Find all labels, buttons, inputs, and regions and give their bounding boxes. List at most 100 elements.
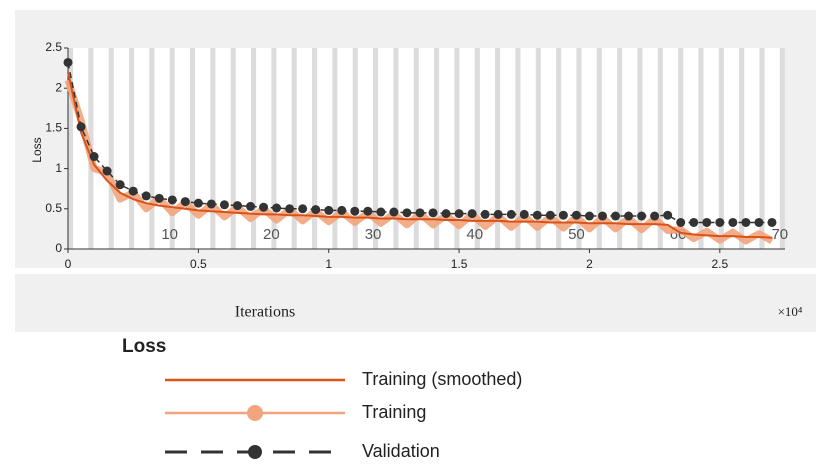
stripe	[68, 48, 74, 249]
x-tick-label: 0	[65, 257, 72, 271]
validation-point	[650, 211, 660, 221]
stripe	[149, 48, 155, 249]
epoch-stripes	[68, 48, 785, 249]
x-tick-label: 2	[586, 257, 593, 271]
validation-point	[206, 199, 216, 209]
validation-point	[741, 217, 751, 227]
epoch-label: 10	[161, 226, 178, 243]
validation-point	[350, 206, 360, 216]
validation-point	[389, 207, 399, 217]
validation-point	[154, 193, 164, 203]
x-tick-label: 1	[325, 257, 332, 271]
validation-point	[337, 205, 347, 215]
stripe	[413, 48, 419, 249]
validation-point	[402, 208, 412, 218]
validation-point	[480, 209, 490, 219]
series-line	[67, 71, 773, 239]
stripe	[312, 48, 318, 249]
stripe	[535, 48, 541, 249]
epoch-label: 70	[771, 226, 788, 243]
stripe	[271, 48, 277, 249]
legend-marker	[247, 405, 263, 421]
x-axis-label: Iterations	[235, 304, 295, 321]
validation-point	[715, 217, 725, 227]
stripe	[332, 48, 338, 249]
stripe	[657, 48, 663, 249]
x-tick-label: 2.5	[711, 257, 728, 271]
validation-point	[102, 166, 112, 176]
stripe	[495, 48, 501, 249]
stripe	[779, 48, 785, 249]
validation-point	[754, 217, 764, 227]
legend-title: Loss	[122, 336, 166, 357]
y-tick-label: 0.5	[45, 201, 62, 215]
validation-point	[219, 200, 229, 210]
validation-point	[141, 191, 151, 201]
validation-point	[272, 203, 282, 213]
stripe	[129, 48, 135, 249]
validation-point	[519, 209, 529, 219]
validation-point	[702, 217, 712, 227]
validation-point	[611, 211, 621, 221]
validation-point	[584, 211, 594, 221]
validation-point	[624, 211, 634, 221]
stripe	[190, 48, 196, 249]
legend: Training (smoothed) Training Validation	[165, 369, 522, 461]
stripe	[576, 48, 582, 249]
y-tick-label: 1.5	[45, 121, 62, 135]
y-tick-label: 1	[55, 161, 62, 175]
x-exponent: ×10⁴	[778, 304, 803, 319]
stripe	[251, 48, 257, 249]
validation-point	[441, 209, 451, 219]
epoch-label: 50	[568, 226, 585, 243]
stripe	[169, 48, 175, 249]
validation-point	[728, 217, 738, 227]
validation-point	[232, 201, 242, 211]
validation-point	[311, 205, 321, 215]
stripe	[393, 48, 399, 249]
stripe	[617, 48, 623, 249]
stripe	[718, 48, 724, 249]
y-tick-label: 2	[55, 80, 62, 94]
validation-point	[454, 209, 464, 219]
stripe	[230, 48, 236, 249]
stripe	[596, 48, 602, 249]
stripe	[759, 48, 765, 249]
stripe	[698, 48, 704, 249]
stripe	[474, 48, 480, 249]
validation-point	[259, 202, 269, 212]
y-tick-label: 2.5	[45, 40, 62, 54]
validation-point	[532, 210, 542, 220]
validation-point	[428, 208, 438, 218]
validation-point	[167, 195, 177, 205]
validation-point	[558, 210, 568, 220]
validation-point	[467, 209, 477, 219]
validation-point	[285, 204, 295, 214]
y-tick-label: 0	[55, 241, 62, 255]
epoch-label: 40	[466, 226, 483, 243]
validation-point	[63, 57, 73, 67]
validation-point	[89, 152, 99, 162]
stripe	[291, 48, 297, 249]
y-axis-label: Loss	[30, 137, 44, 162]
stripe	[678, 48, 684, 249]
validation-point	[597, 211, 607, 221]
stripe	[434, 48, 440, 249]
separator	[15, 268, 816, 274]
validation-point	[637, 211, 647, 221]
stripe	[556, 48, 562, 249]
x-tick-label: 1.5	[451, 257, 468, 271]
validation-point	[506, 209, 516, 219]
validation-point	[193, 198, 203, 208]
validation-point	[545, 210, 555, 220]
validation-point	[415, 208, 425, 218]
validation-point	[363, 206, 373, 216]
validation-point	[571, 210, 581, 220]
validation-point	[76, 122, 86, 132]
validation-point	[676, 217, 686, 227]
validation-point	[689, 217, 699, 227]
validation-point	[376, 207, 386, 217]
